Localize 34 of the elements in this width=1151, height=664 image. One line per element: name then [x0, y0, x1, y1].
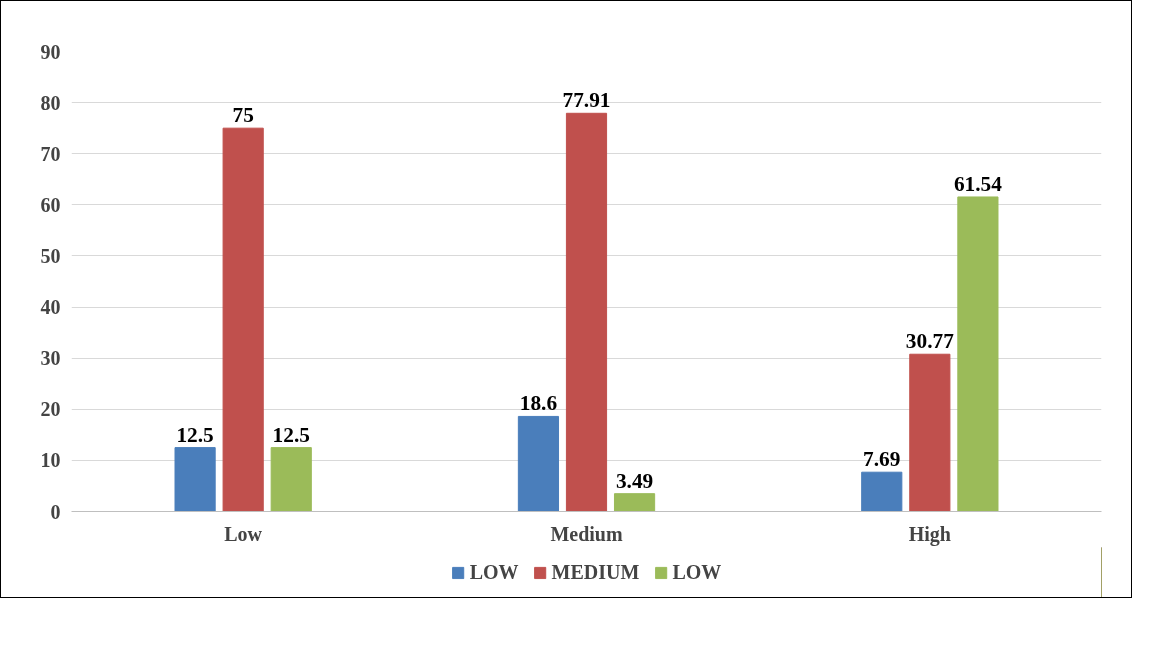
bar [517, 415, 560, 512]
data-label: 75 [232, 103, 254, 128]
x-tick-label: High [908, 522, 951, 546]
y-tick-label: 90 [40, 40, 61, 63]
y-tick-label: 40 [40, 296, 61, 319]
data-label: 18.6 [519, 391, 558, 416]
bar [565, 112, 608, 512]
y-tick-label: 70 [40, 142, 61, 165]
data-label: 12.5 [272, 422, 310, 447]
legend-label: LOW [672, 560, 722, 584]
bar [909, 353, 951, 512]
x-tick-label: Low [224, 522, 263, 545]
y-tick-label: 20 [40, 398, 61, 421]
y-tick-label: 30 [40, 347, 61, 370]
bar [270, 447, 312, 512]
y-tick-label: 80 [40, 91, 61, 114]
data-label: 12.5 [176, 422, 214, 447]
y-tick-label: 50 [40, 244, 61, 267]
legend-label: LOW [469, 560, 519, 584]
bar [861, 471, 903, 512]
y-tick-label: 10 [40, 449, 61, 472]
x-tick-label: Medium [550, 522, 623, 545]
bar [222, 127, 264, 512]
legend-label: MEDIUM [551, 560, 640, 584]
bar [613, 493, 656, 512]
data-label: 61.54 [953, 171, 1003, 196]
data-label: 77.91 [562, 88, 611, 113]
data-label: 7.69 [863, 447, 901, 472]
y-tick-label: 60 [40, 193, 61, 216]
y-tick-label: 0 [50, 500, 61, 523]
data-label: 3.49 [615, 468, 654, 493]
bar [174, 447, 216, 512]
data-label: 30.77 [905, 329, 955, 354]
bar [957, 196, 999, 512]
